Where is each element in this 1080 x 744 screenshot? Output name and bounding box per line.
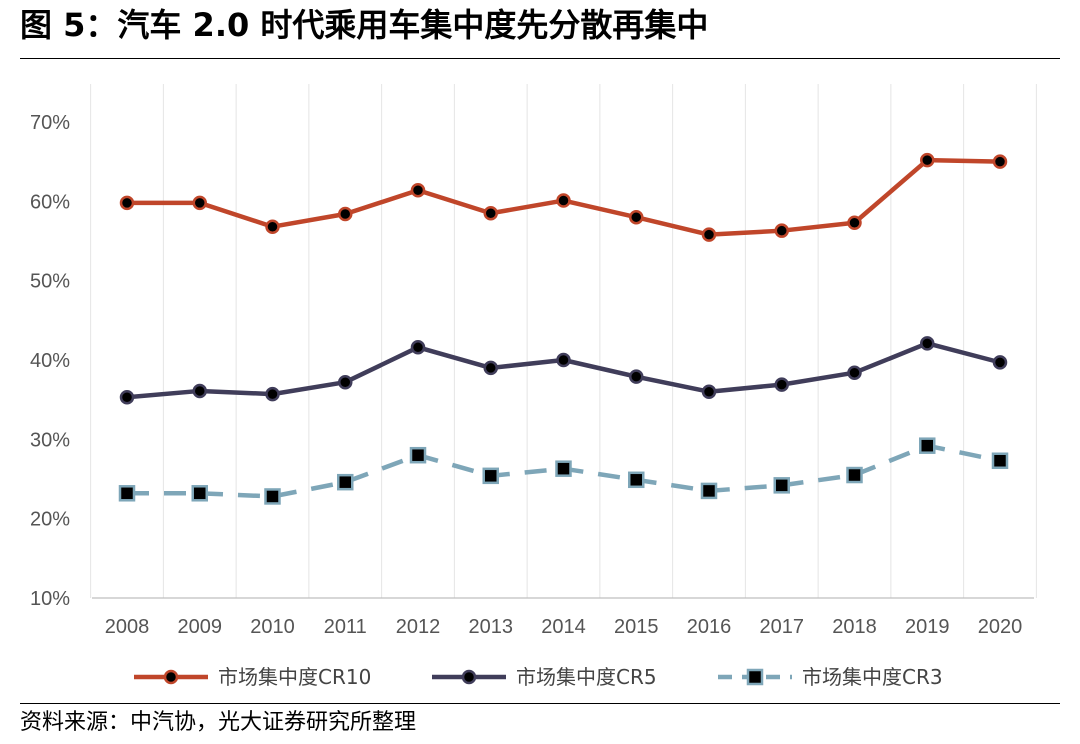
data-point xyxy=(847,365,862,380)
y-tick-label: 60% xyxy=(30,191,70,213)
x-tick-label: 2016 xyxy=(687,616,732,638)
legend: 市场集中度CR10 市场集中度CR5 市场集中度CR3 xyxy=(134,665,943,689)
y-tick-label: 10% xyxy=(30,588,70,610)
data-point xyxy=(919,437,936,454)
x-gridlines xyxy=(90,84,1037,598)
data-point xyxy=(629,369,644,384)
x-tick-label: 2012 xyxy=(396,616,441,638)
data-point xyxy=(482,467,499,485)
data-point xyxy=(192,195,207,211)
x-tick-label: 2017 xyxy=(760,616,805,638)
series-1 xyxy=(119,152,1008,242)
legend-label: 市场集中度CR5 xyxy=(516,665,657,689)
legend-item: 市场集中度CR10 xyxy=(134,665,371,689)
data-point xyxy=(192,383,207,399)
data-point xyxy=(119,390,135,405)
data-point xyxy=(338,206,353,222)
data-point xyxy=(774,377,789,392)
data-point xyxy=(118,485,136,502)
data-point xyxy=(701,384,717,399)
x-tick-label: 2013 xyxy=(469,616,514,638)
data-point xyxy=(701,227,717,242)
legend-marker xyxy=(461,669,477,685)
x-tick-label: 2010 xyxy=(250,616,295,638)
title-divider xyxy=(20,58,1060,59)
data-point xyxy=(556,352,571,368)
x-tick-label: 2018 xyxy=(832,616,877,638)
data-point xyxy=(191,485,208,502)
x-tick-label: 2011 xyxy=(324,616,367,638)
source-divider xyxy=(20,703,1060,704)
data-point xyxy=(409,446,427,464)
y-tick-label: 50% xyxy=(30,271,70,293)
data-point xyxy=(992,355,1008,370)
data-point xyxy=(920,152,935,168)
legend-marker xyxy=(163,669,179,685)
data-point xyxy=(991,452,1009,470)
data-point xyxy=(629,209,644,225)
y-tick-label: 70% xyxy=(30,112,70,134)
y-tick-label: 20% xyxy=(30,509,70,531)
series-2 xyxy=(119,336,1008,405)
series-lines xyxy=(118,152,1009,505)
data-point xyxy=(846,466,863,484)
x-tick-label: 2015 xyxy=(614,616,659,638)
data-point xyxy=(628,471,645,489)
data-point xyxy=(920,336,935,351)
legend-marker xyxy=(746,668,764,686)
series-3 xyxy=(118,437,1009,505)
data-point xyxy=(483,205,498,221)
legend-label: 市场集中度CR10 xyxy=(218,665,371,689)
x-axis-ticks: 2008 2009 2010 2011 2012 2013 2014 2015 2016 2017… xyxy=(105,616,1023,638)
data-point xyxy=(265,386,280,402)
data-point xyxy=(774,223,789,238)
y-tick-label: 40% xyxy=(30,350,70,372)
data-point xyxy=(410,182,426,198)
data-point xyxy=(265,219,280,234)
data-point xyxy=(992,154,1008,169)
data-point xyxy=(483,360,498,376)
legend-label: 市场集中度CR3 xyxy=(802,665,943,689)
data-point xyxy=(556,193,571,208)
x-tick-label: 2008 xyxy=(105,616,150,638)
data-point xyxy=(337,473,354,491)
x-tick-label: 2009 xyxy=(178,616,223,638)
y-axis-ticks: 10% 20% 30% 40% 50% 60% 70% xyxy=(30,112,70,610)
data-point xyxy=(555,460,572,477)
data-point xyxy=(773,477,790,494)
data-point xyxy=(700,482,718,500)
data-point xyxy=(338,374,353,390)
x-tick-label: 2019 xyxy=(905,616,950,638)
data-point xyxy=(264,488,281,505)
figure-title: 图 5：汽车 2.0 时代乘用车集中度先分散再集中 xyxy=(20,6,709,44)
x-tick-label: 2020 xyxy=(978,616,1023,638)
data-point xyxy=(847,215,862,231)
data-point xyxy=(119,195,135,211)
line-chart: 10%20%30%40%50%60%70% 2008 2009 2010 2011 20… xyxy=(30,84,1037,689)
source-note: 资料来源：中汽协，光大证券研究所整理 xyxy=(20,710,417,735)
y-tick-label: 30% xyxy=(30,429,70,451)
legend-item: 市场集中度CR5 xyxy=(432,665,657,689)
x-tick-label: 2014 xyxy=(541,616,586,638)
series-line xyxy=(124,341,1003,400)
data-point xyxy=(410,340,426,355)
legend-item: 市场集中度CR3 xyxy=(718,665,943,689)
